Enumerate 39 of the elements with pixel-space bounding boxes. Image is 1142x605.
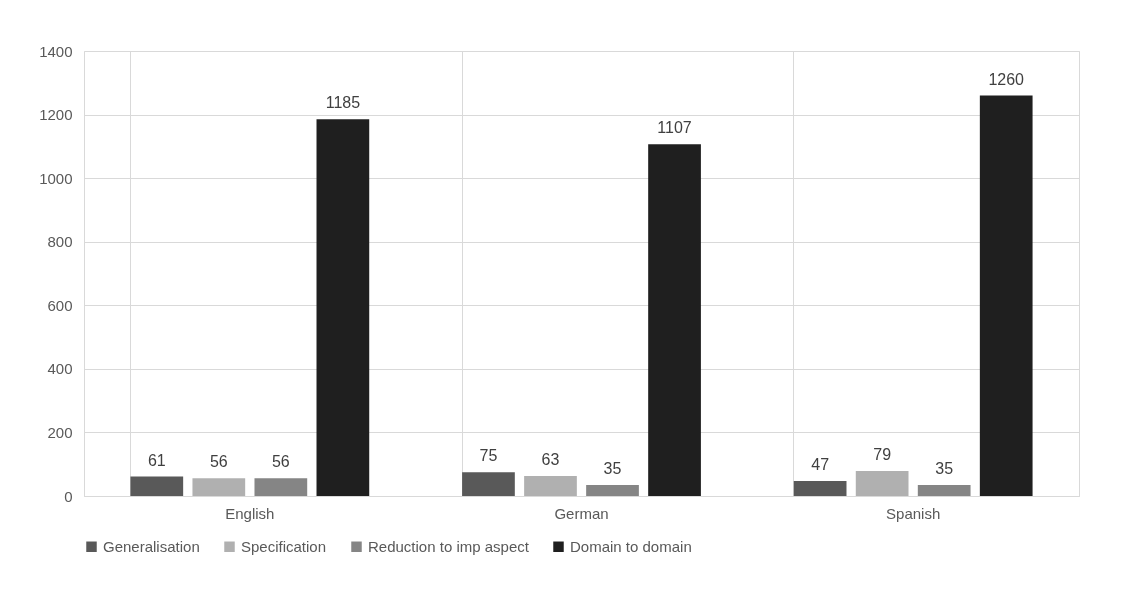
y-tick-label: 400 [47, 360, 73, 378]
y-tick-label: 600 [47, 296, 73, 314]
bar [648, 144, 701, 496]
bar [462, 472, 515, 496]
data-label: 56 [209, 453, 228, 471]
bar [855, 470, 909, 496]
legend-label: Reduction to imp aspect [368, 537, 530, 555]
data-label: 1260 [988, 70, 1025, 88]
bar [524, 475, 577, 496]
bar [586, 484, 639, 496]
legend-label: Generalisation [103, 537, 200, 555]
bar [793, 481, 847, 496]
data-label: 35 [935, 459, 954, 477]
bar [917, 484, 971, 496]
data-label: 75 [479, 447, 498, 465]
x-tick-label: Spanish [886, 504, 941, 522]
bar [192, 478, 246, 496]
data-label: 1107 [657, 119, 692, 137]
data-label: 56 [271, 453, 290, 471]
legend-label: Specification [241, 537, 327, 555]
data-label: 47 [811, 456, 830, 474]
data-label: 63 [541, 450, 560, 468]
y-tick-label: 1200 [39, 106, 73, 124]
x-tick-label: English [225, 504, 275, 522]
bar [316, 119, 370, 496]
bar [254, 478, 308, 496]
y-tick-label: 1000 [39, 169, 73, 187]
bar [979, 95, 1033, 496]
legend-label: Domain to domain [570, 537, 692, 555]
data-label: 79 [873, 445, 892, 463]
data-label: 35 [603, 459, 622, 477]
bar [130, 476, 184, 496]
y-tick-label: 1400 [39, 42, 73, 60]
y-tick-label: 800 [47, 233, 73, 251]
data-label: 61 [147, 451, 166, 469]
x-tick-label: German [554, 504, 609, 522]
y-tick-label: 0 [64, 487, 73, 505]
data-label: 1185 [325, 94, 361, 112]
y-tick-label: 200 [47, 423, 73, 441]
